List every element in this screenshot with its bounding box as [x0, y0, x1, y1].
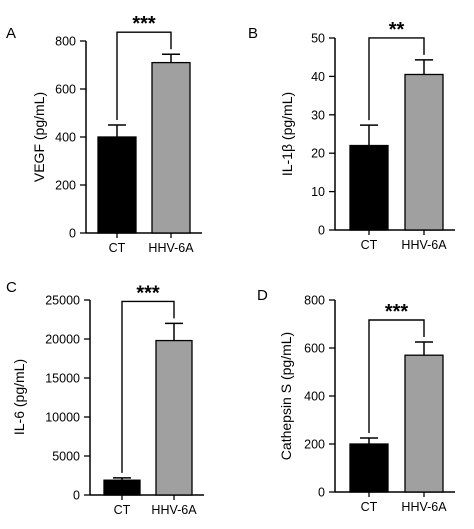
y-tick-label: 400 — [304, 390, 325, 404]
x-tick-label: CT — [361, 238, 378, 252]
bar — [404, 354, 444, 493]
x-tick-label: HHV-6A — [401, 500, 447, 514]
panel-letter: B — [248, 25, 258, 42]
significance-bracket — [116, 31, 172, 120]
panel-letter: D — [257, 287, 268, 304]
x-tick-label: HHV-6A — [148, 241, 194, 255]
x-tick-label: CT — [361, 500, 378, 514]
chart-panel-a: A 0 200 400 600 800 VEGF (pg/mL) CT HHV-6A *** — [6, 13, 202, 255]
y-tick-label: 0 — [69, 227, 76, 241]
y-tick-label: 15000 — [45, 372, 80, 386]
y-tick-label: 50 — [311, 32, 325, 46]
y-tick-label: 30 — [311, 108, 325, 122]
y-tick-label: 800 — [304, 294, 325, 308]
panel-letter: A — [6, 25, 16, 42]
y-axis-label: VEGF (pg/mL) — [31, 92, 47, 182]
y-axis-label: Cathepsin S (pg/mL) — [278, 332, 294, 460]
significance-stars: ** — [389, 19, 405, 41]
chart-panel-b: B 0 10 20 30 40 50 IL-1β (pg/mL) CT HHV-6A ** — [248, 19, 455, 252]
y-tick-label: 10 — [311, 185, 325, 199]
y-tick-label: 20 — [311, 147, 325, 161]
y-tick-label: 25000 — [45, 294, 80, 308]
y-tick-label: 200 — [55, 179, 76, 193]
y-tick-label: 800 — [55, 35, 76, 49]
chart-panel-d: D 0 200 400 600 800 Cathepsin S (pg/mL) CT HHV-6… — [257, 287, 455, 514]
y-tick-label: 600 — [304, 342, 325, 356]
bar — [151, 61, 191, 234]
significance-bracket — [368, 37, 425, 121]
significance-bracket — [121, 300, 175, 473]
y-tick-label: 200 — [304, 438, 325, 452]
bar — [103, 479, 141, 496]
chart-panel-c: C 0 5000 10000 15000 20000 25000 IL-6 (pg/mL) CT… — [6, 279, 204, 517]
bar — [349, 144, 389, 231]
x-tick-label: CT — [114, 503, 131, 517]
bar — [97, 136, 137, 234]
y-tick-label: 0 — [73, 489, 80, 503]
panel-letter: C — [6, 279, 17, 296]
significance-bracket — [368, 319, 425, 433]
y-tick-label: 0 — [318, 224, 325, 238]
y-tick-label: 40 — [311, 70, 325, 84]
y-tick-label: 5000 — [52, 450, 80, 464]
x-tick-label: CT — [109, 241, 126, 255]
significance-stars: *** — [136, 282, 160, 304]
y-tick-label: 0 — [318, 486, 325, 500]
y-axis-label: IL-6 (pg/mL) — [11, 359, 27, 435]
y-tick-label: 600 — [55, 83, 76, 97]
x-tick-label: HHV-6A — [151, 503, 197, 517]
y-axis-label: IL-1β (pg/mL) — [279, 92, 295, 176]
y-tick-label: 10000 — [45, 411, 80, 425]
x-tick-label: HHV-6A — [401, 238, 447, 252]
bar — [155, 339, 193, 496]
significance-stars: *** — [132, 13, 156, 35]
y-tick-label: 20000 — [45, 333, 80, 347]
bar — [349, 443, 389, 493]
bar — [404, 73, 444, 231]
significance-stars: *** — [385, 301, 409, 323]
y-tick-label: 400 — [55, 131, 76, 145]
